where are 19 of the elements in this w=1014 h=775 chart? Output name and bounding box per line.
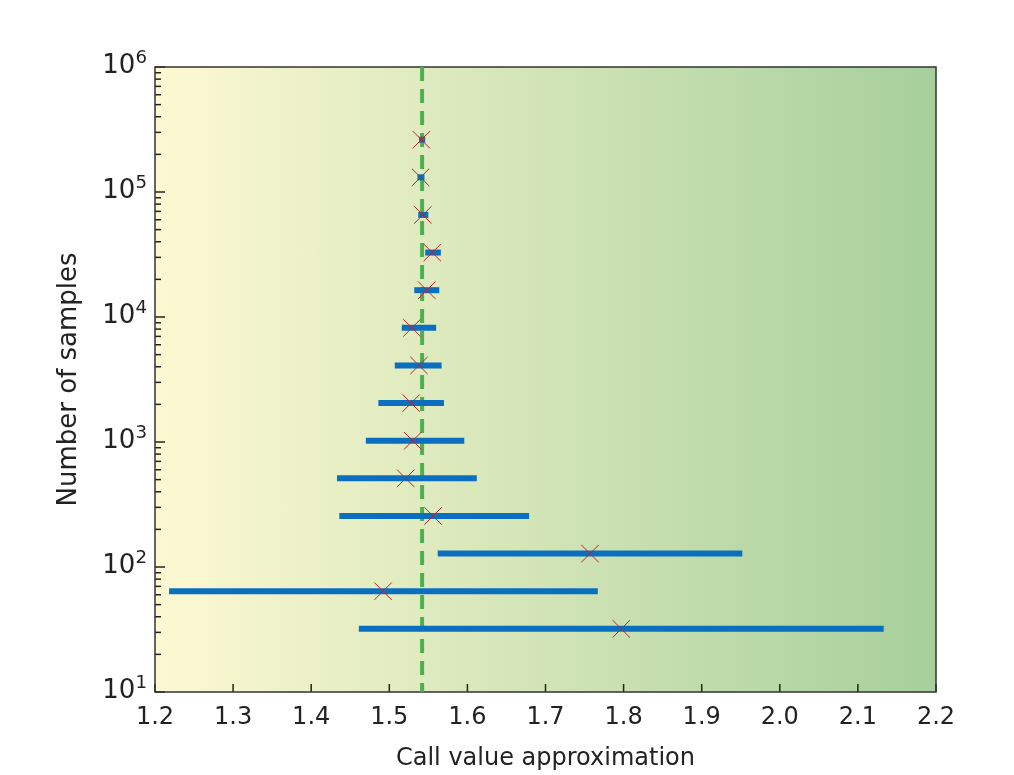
x-tick-label: 1.4 — [292, 702, 331, 730]
y-tick-label: 10$^{1}$ — [102, 670, 147, 704]
x-tick-label: 2.1 — [838, 702, 877, 730]
x-tick-label: 2.0 — [760, 702, 799, 730]
y-tick-label: 10$^{2}$ — [102, 545, 147, 579]
y-tick-label: 10$^{3}$ — [102, 420, 147, 454]
y-tick-label: 10$^{4}$ — [102, 295, 147, 329]
y-axis-title: Number of samples — [52, 252, 82, 507]
x-tick-label: 1.8 — [604, 702, 643, 730]
x-tick-label: 2.2 — [916, 702, 956, 730]
x-tick-label: 1.7 — [526, 702, 565, 730]
y-tick-label: 10$^{6}$ — [102, 45, 147, 79]
x-tick-label: 1.5 — [370, 702, 409, 730]
x-tick-label: 1.6 — [448, 702, 487, 730]
y-tick-label: 10$^{5}$ — [102, 170, 147, 204]
x-tick-label: 1.9 — [682, 702, 721, 730]
x-axis-title: Call value approximation — [395, 743, 696, 771]
x-tick-label: 1.2 — [135, 702, 175, 730]
x-tick-label: 1.3 — [214, 702, 253, 730]
